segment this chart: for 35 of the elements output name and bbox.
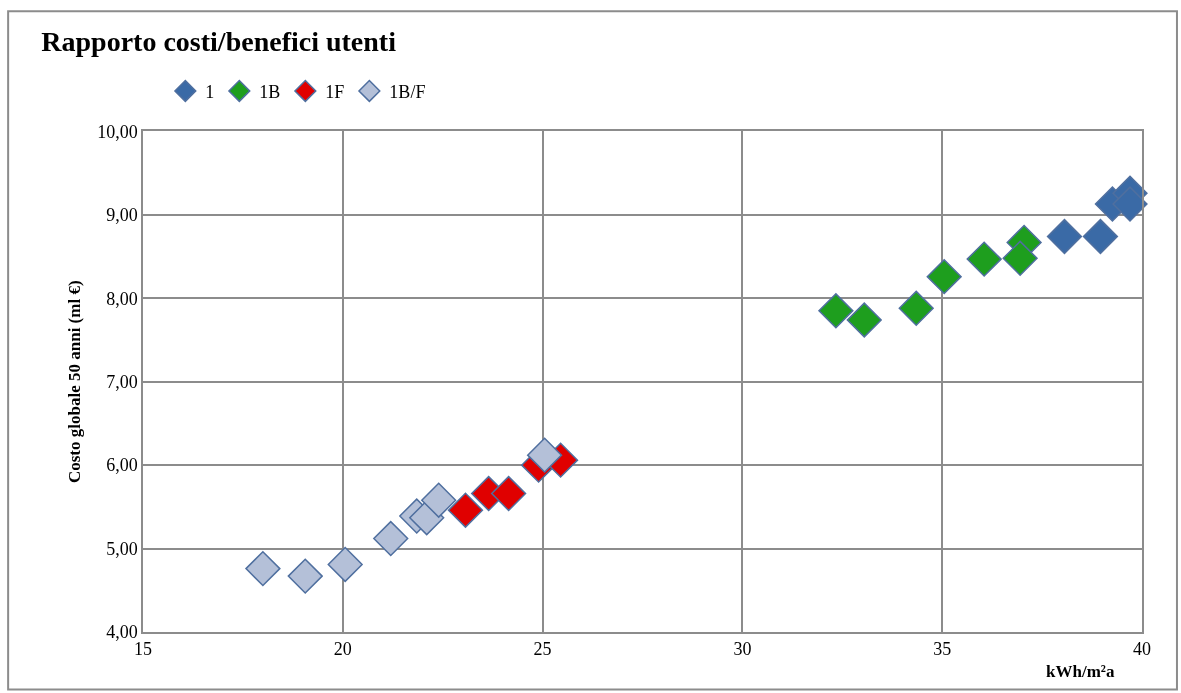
point xyxy=(846,302,882,338)
x-tick-label: 25 xyxy=(533,639,552,660)
y-tick-label: 9,00 xyxy=(106,205,138,226)
point xyxy=(1002,240,1038,276)
y-tick-label: 5,00 xyxy=(106,538,138,559)
y-tick-label: 10,00 xyxy=(97,121,138,142)
chart-title: Rapporto costi/benefici utenti xyxy=(41,25,397,57)
point xyxy=(373,520,409,557)
y-tick-label: 8,00 xyxy=(106,288,138,309)
point xyxy=(447,492,484,528)
y-axis-title: Costo globale 50 anni (ml €) xyxy=(65,280,85,484)
point xyxy=(287,558,323,594)
x-tick-label: 35 xyxy=(933,639,952,660)
legend-label: 1F xyxy=(325,81,345,102)
point xyxy=(818,293,854,329)
point xyxy=(1112,186,1148,222)
y-tick-label: 7,00 xyxy=(106,372,138,393)
point xyxy=(966,241,1002,277)
point xyxy=(327,546,363,583)
legend-label: 1 xyxy=(205,81,215,102)
x-tick-label: 40 xyxy=(1133,639,1151,660)
x-axis-title: kWh/m²a xyxy=(1046,662,1115,681)
point xyxy=(1046,218,1083,255)
x-tick-label: 20 xyxy=(333,639,352,660)
point xyxy=(245,550,281,587)
point xyxy=(926,258,962,295)
y-tick-label: 6,00 xyxy=(106,455,138,476)
legend-label: 1B xyxy=(259,81,281,102)
legend-label: 1B/F xyxy=(389,81,426,102)
point xyxy=(526,437,563,473)
point xyxy=(490,475,527,512)
point xyxy=(421,482,457,518)
point xyxy=(898,290,934,326)
point xyxy=(1082,218,1119,255)
x-tick-label: 30 xyxy=(733,639,752,660)
